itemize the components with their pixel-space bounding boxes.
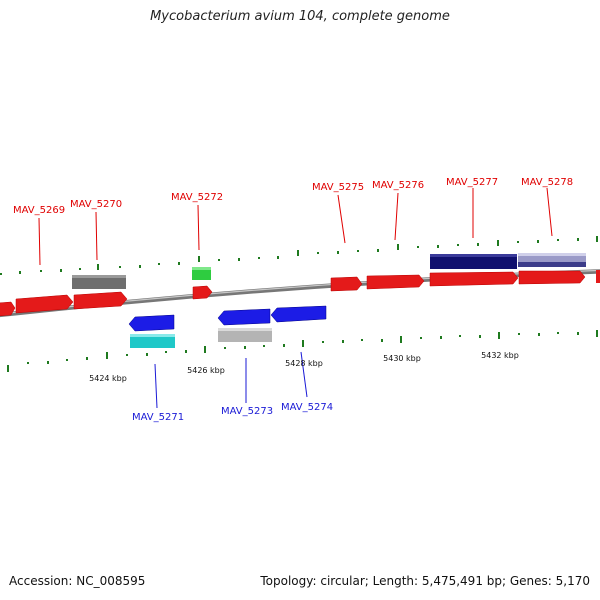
gene-arrow-forward[interactable] bbox=[518, 270, 586, 285]
scale-label: 5426 kbp bbox=[187, 366, 225, 375]
gene-arrow-reverse[interactable] bbox=[128, 314, 175, 332]
reverse-strand-genes bbox=[128, 305, 327, 348]
gene-arrow-forward[interactable] bbox=[596, 270, 600, 283]
page-title: Mycobacterium avium 104, complete genome bbox=[150, 9, 450, 24]
gene-arrow-forward[interactable] bbox=[429, 271, 519, 287]
upper-tick-row bbox=[0, 236, 598, 275]
scale-label: 5430 kbp bbox=[383, 354, 421, 363]
feature-green[interactable] bbox=[192, 267, 211, 280]
gene-arrow-forward[interactable] bbox=[330, 276, 363, 292]
gene-label[interactable]: MAV_5269 bbox=[13, 205, 65, 216]
gene-label[interactable]: MAV_5271 bbox=[132, 412, 184, 423]
scale-label: 5424 kbp bbox=[89, 374, 127, 383]
gene-arrow-forward[interactable] bbox=[366, 274, 425, 290]
gene-arrow-reverse[interactable] bbox=[217, 308, 271, 326]
feature-cyan[interactable] bbox=[130, 334, 175, 348]
gene-label[interactable]: MAV_5273 bbox=[221, 406, 273, 417]
gene-label[interactable]: MAV_5277 bbox=[446, 177, 498, 188]
gene-arrow-forward[interactable] bbox=[192, 285, 213, 300]
gene-label[interactable]: MAV_5272 bbox=[171, 192, 223, 203]
forward-gene-labels: MAV_5269 MAV_5270 MAV_5272 MAV_5275 MAV_… bbox=[13, 177, 573, 216]
lower-tick-row bbox=[7, 330, 598, 372]
genome-summary-text: Topology: circular; Length: 5,475,491 bp… bbox=[260, 574, 590, 588]
scale-label: 5428 kbp bbox=[285, 359, 323, 368]
gene-label[interactable]: MAV_5276 bbox=[372, 180, 424, 191]
gene-arrow-forward[interactable] bbox=[0, 301, 16, 317]
reverse-label-connectors bbox=[154, 351, 308, 409]
gene-arrow-forward[interactable] bbox=[15, 294, 74, 314]
feature-navy[interactable] bbox=[430, 254, 517, 269]
reverse-gene-labels: MAV_5271 MAV_5273 MAV_5274 bbox=[132, 402, 333, 423]
forward-strand-genes bbox=[0, 270, 600, 317]
gene-label[interactable]: MAV_5270 bbox=[70, 199, 122, 210]
gene-label[interactable]: MAV_5278 bbox=[521, 177, 573, 188]
gene-label[interactable]: MAV_5274 bbox=[281, 402, 333, 413]
scale-labels: 5424 kbp 5426 kbp 5428 kbp 5430 kbp 5432… bbox=[89, 351, 519, 383]
accession-text: Accession: NC_008595 bbox=[9, 574, 146, 588]
forward-label-connectors bbox=[38, 187, 553, 266]
feature-light-gray[interactable] bbox=[218, 328, 272, 342]
gene-label[interactable]: MAV_5275 bbox=[312, 182, 364, 193]
forward-strand-features bbox=[72, 253, 586, 289]
gene-arrow-reverse[interactable] bbox=[270, 305, 327, 323]
gene-arrow-forward[interactable] bbox=[73, 291, 128, 310]
scale-label: 5432 kbp bbox=[481, 351, 519, 360]
feature-gray[interactable] bbox=[72, 275, 126, 289]
